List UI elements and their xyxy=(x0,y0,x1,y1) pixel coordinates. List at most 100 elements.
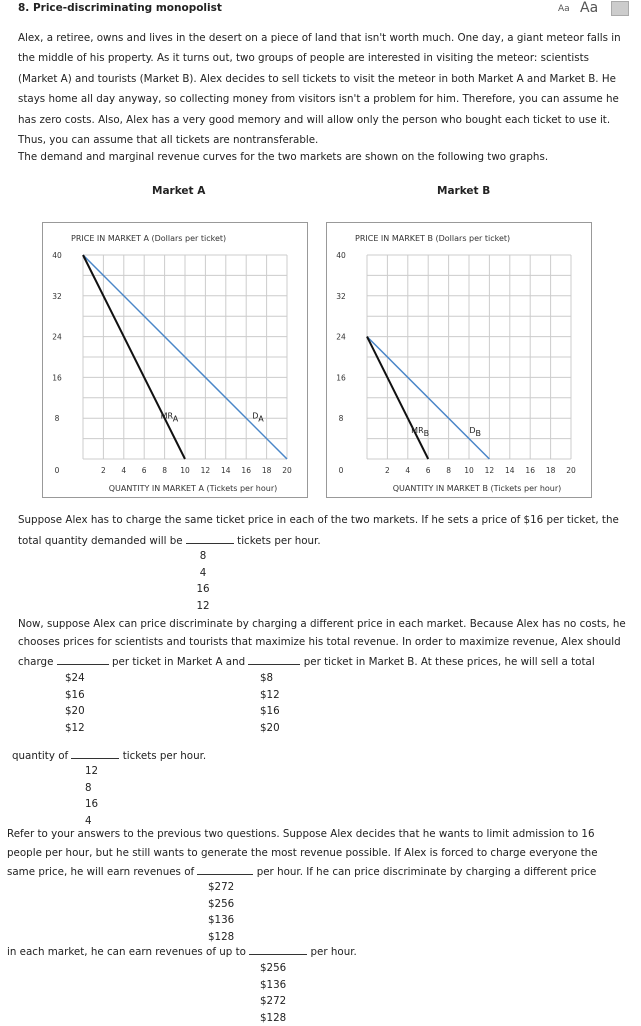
q3-discriminate-options: $256$136$272$128 xyxy=(260,960,286,1026)
market-b-title: Market B xyxy=(437,185,490,197)
y-tick-label: 24 xyxy=(52,333,62,342)
q2-qty-pre: quantity of xyxy=(12,750,68,762)
curve-label-mr: MRB xyxy=(411,426,429,438)
x-tick-label: 20 xyxy=(566,466,576,475)
q3-pre2: in each market, he can earn revenues of … xyxy=(7,946,246,958)
x-tick-label: 6 xyxy=(426,466,431,475)
y-tick-label: 40 xyxy=(336,251,346,260)
q3-post2: per hour. xyxy=(310,946,356,958)
q1-option[interactable]: 4 xyxy=(196,565,210,582)
y-tick-label: 32 xyxy=(336,292,346,301)
q1-line2: total quantity demanded will be tickets … xyxy=(18,532,321,547)
q2-a-option[interactable]: $24 xyxy=(65,670,85,687)
market-a-graph: PRICE IN MARKET A (Dollars per ticket) QU… xyxy=(42,222,308,498)
x-tick-label: 14 xyxy=(505,466,515,475)
q2-market-b-dropdown[interactable] xyxy=(248,653,300,665)
x-tick-label: 18 xyxy=(262,466,272,475)
q3-discriminate-dropdown[interactable] xyxy=(249,943,307,955)
x-tick-label: 14 xyxy=(221,466,231,475)
q1-option[interactable]: 16 xyxy=(196,581,210,598)
y-tick-label: 16 xyxy=(336,373,346,382)
q2-market-b-options: $8$12$16$20 xyxy=(260,670,280,736)
x-tick-label: 0 xyxy=(339,466,344,475)
x-tick-label: 4 xyxy=(405,466,410,475)
q3-line2: people per hour, but he still wants to g… xyxy=(7,847,598,859)
y-tick-label: 40 xyxy=(52,251,62,260)
y-axis-label: PRICE IN MARKET A (Dollars per ticket) xyxy=(71,234,226,243)
q2-post: per ticket in Market B. At these prices,… xyxy=(304,656,595,668)
curve-label-d: DB xyxy=(469,426,481,438)
x-tick-label: 18 xyxy=(546,466,556,475)
x-tick-label: 8 xyxy=(162,466,167,475)
q2-a-option[interactable]: $12 xyxy=(65,720,85,737)
q2-a-option[interactable]: $16 xyxy=(65,687,85,704)
q3-disc-option[interactable]: $136 xyxy=(260,977,286,994)
question-title: 8. Price-discriminating monopolist xyxy=(18,2,222,14)
print-icon[interactable] xyxy=(611,1,629,16)
q3-line4: in each market, he can earn revenues of … xyxy=(7,943,357,958)
q2-line3: charge per ticket in Market A and per ti… xyxy=(18,653,595,668)
y-tick-label: 24 xyxy=(336,333,346,342)
q2-qty-option[interactable]: 16 xyxy=(85,796,98,813)
q3-line3: same price, he will earn revenues of per… xyxy=(7,863,596,878)
font-size-large-button[interactable]: Aa xyxy=(580,0,598,16)
q3-same-option[interactable]: $136 xyxy=(208,912,234,929)
q2-pre: charge xyxy=(18,656,53,668)
q2-qty-option[interactable]: 8 xyxy=(85,780,98,797)
x-tick-label: 12 xyxy=(201,466,211,475)
q3-disc-option[interactable]: $272 xyxy=(260,993,286,1010)
q1-option[interactable]: 12 xyxy=(196,598,210,615)
q2-b-option[interactable]: $20 xyxy=(260,720,280,737)
x-tick-label: 10 xyxy=(180,466,190,475)
intro-paragraph: Alex, a retiree, owns and lives in the d… xyxy=(18,28,628,150)
y-tick-label: 8 xyxy=(339,414,344,423)
q2-qty-post: tickets per hour. xyxy=(123,750,206,762)
x-tick-label: 0 xyxy=(55,466,60,475)
q1-dropdown[interactable] xyxy=(186,532,234,544)
q1-post: tickets per hour. xyxy=(237,535,320,547)
x-tick-label: 6 xyxy=(142,466,147,475)
curves-intro: The demand and marginal revenue curves f… xyxy=(18,151,548,163)
q3-post: per hour. If he can price discriminate b… xyxy=(257,866,597,878)
q3-same-option[interactable]: $256 xyxy=(208,896,234,913)
x-tick-label: 12 xyxy=(485,466,495,475)
q1-option[interactable]: 8 xyxy=(196,548,210,565)
q2-qty-option[interactable]: 12 xyxy=(85,763,98,780)
y-tick-label: 32 xyxy=(52,292,62,301)
q3-line1: Refer to your answers to the previous tw… xyxy=(7,828,595,840)
x-tick-label: 20 xyxy=(282,466,292,475)
q3-same-price-dropdown[interactable] xyxy=(197,863,253,875)
q2-line1: Now, suppose Alex can price discriminate… xyxy=(18,618,626,630)
q3-pre: same price, he will earn revenues of xyxy=(7,866,194,878)
x-tick-label: 2 xyxy=(385,466,390,475)
q2-qty-dropdown[interactable] xyxy=(71,747,119,759)
x-tick-label: 2 xyxy=(101,466,106,475)
font-size-small-button[interactable]: Aa xyxy=(558,4,570,14)
y-tick-label: 16 xyxy=(52,373,62,382)
q2-b-option[interactable]: $8 xyxy=(260,670,280,687)
market-b-graph: PRICE IN MARKET B (Dollars per ticket)QU… xyxy=(326,222,592,498)
q2-qty-line: quantity of tickets per hour. xyxy=(12,747,206,762)
q3-same-price-options: $272$256$136$128 xyxy=(208,879,234,945)
x-tick-label: 8 xyxy=(446,466,451,475)
q2-market-a-dropdown[interactable] xyxy=(57,653,109,665)
x-axis-label: QUANTITY IN MARKET B (Tickets per hour) xyxy=(393,484,562,493)
x-axis-label: QUANTITY IN MARKET A (Tickets per hour) xyxy=(109,484,278,493)
q2-b-option[interactable]: $12 xyxy=(260,687,280,704)
q3-disc-option[interactable]: $256 xyxy=(260,960,286,977)
q2-a-option[interactable]: $20 xyxy=(65,703,85,720)
curve-label-d: DA xyxy=(252,411,264,423)
q1-line1: Suppose Alex has to charge the same tick… xyxy=(18,514,619,526)
q1-pre: total quantity demanded will be xyxy=(18,535,183,547)
q2-b-option[interactable]: $16 xyxy=(260,703,280,720)
q2-mid: per ticket in Market A and xyxy=(112,656,245,668)
q2-market-a-options: $24$16$20$12 xyxy=(65,670,85,736)
x-tick-label: 4 xyxy=(121,466,126,475)
q3-same-option[interactable]: $272 xyxy=(208,879,234,896)
y-tick-label: 8 xyxy=(55,414,60,423)
q2-line2: chooses prices for scientists and touris… xyxy=(18,636,621,648)
q2-qty-option[interactable]: 4 xyxy=(85,813,98,830)
market-a-title: Market A xyxy=(152,185,205,197)
